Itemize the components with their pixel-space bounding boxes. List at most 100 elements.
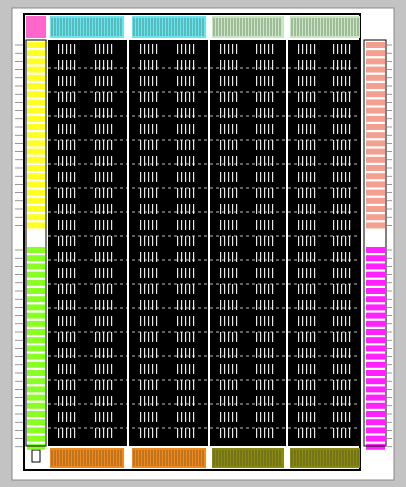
logic-cell — [220, 140, 222, 150]
logic-cell — [140, 396, 142, 406]
logic-cell — [95, 396, 97, 406]
logic-cell — [111, 236, 113, 246]
corner-block — [31, 449, 41, 463]
logic-cell — [177, 188, 179, 198]
logic-cell — [152, 252, 154, 262]
logic-cell — [349, 188, 351, 198]
logic-cell — [236, 428, 238, 438]
logic-cell — [220, 396, 222, 406]
logic-cell — [66, 156, 68, 166]
logic-cell — [306, 124, 308, 134]
logic-cell — [140, 124, 142, 134]
logic-cell — [232, 124, 234, 134]
logic-cell — [224, 76, 226, 86]
logic-cell — [228, 428, 230, 438]
logic-cell — [268, 172, 270, 182]
logic-cell — [66, 252, 68, 262]
logic-cell — [185, 316, 187, 326]
logic-cell — [302, 204, 304, 214]
logic-cell — [341, 284, 343, 294]
logic-cell — [228, 380, 230, 390]
logic-cell — [264, 92, 266, 102]
logic-cell — [314, 188, 316, 198]
io-pad-left — [27, 279, 45, 286]
logic-cell — [232, 316, 234, 326]
logic-cell — [272, 300, 274, 310]
io-pad-left — [27, 361, 45, 368]
logic-cell — [268, 92, 270, 102]
logic-cell — [220, 284, 222, 294]
logic-cell — [256, 364, 258, 374]
logic-cell — [337, 428, 339, 438]
logic-cell — [256, 140, 258, 150]
logic-cell — [111, 124, 113, 134]
logic-cell — [140, 76, 142, 86]
logic-cell — [152, 332, 154, 342]
logic-cell — [177, 268, 179, 278]
logic-cell — [298, 76, 300, 86]
logic-cell — [95, 428, 97, 438]
logic-cell — [260, 380, 262, 390]
io-pad-left — [27, 74, 45, 81]
logic-cell — [111, 412, 113, 422]
logic-cell — [268, 236, 270, 246]
logic-cell — [193, 92, 195, 102]
logic-cell — [74, 236, 76, 246]
logic-cell — [189, 396, 191, 406]
logic-cell — [144, 316, 146, 326]
logic-cell — [264, 124, 266, 134]
logic-cell — [111, 188, 113, 198]
logic-cell — [193, 156, 195, 166]
logic-cell — [99, 252, 101, 262]
logic-cell — [103, 220, 105, 230]
logic-cell — [156, 396, 158, 406]
logic-cell — [306, 348, 308, 358]
logic-cell — [220, 92, 222, 102]
io-pad-right — [366, 394, 385, 401]
logic-cell — [111, 220, 113, 230]
logic-cell — [181, 364, 183, 374]
logic-cell — [107, 60, 109, 70]
logic-cell — [58, 188, 60, 198]
logic-cell — [111, 380, 113, 390]
logic-cell — [220, 268, 222, 278]
logic-cell — [185, 236, 187, 246]
logic-cell — [107, 108, 109, 118]
logic-cell — [152, 44, 154, 54]
logic-cell — [306, 76, 308, 86]
logic-cell — [310, 60, 312, 70]
logic-cell — [256, 76, 258, 86]
logic-cell — [103, 332, 105, 342]
logic-cell — [314, 412, 316, 422]
logic-cell — [177, 364, 179, 374]
logic-cell — [74, 140, 76, 150]
io-pad-left — [27, 173, 45, 180]
logic-cell — [74, 220, 76, 230]
logic-cell — [70, 412, 72, 422]
logic-cell — [224, 332, 226, 342]
logic-cell — [272, 204, 274, 214]
logic-cell — [156, 156, 158, 166]
logic-cell — [236, 140, 238, 150]
logic-cell — [302, 428, 304, 438]
logic-cell — [185, 188, 187, 198]
logic-cell — [256, 348, 258, 358]
io-bank-top — [132, 16, 206, 38]
logic-cell — [236, 60, 238, 70]
logic-cell — [148, 252, 150, 262]
logic-cell — [256, 284, 258, 294]
logic-cell — [345, 348, 347, 358]
logic-cell — [298, 204, 300, 214]
io-pad-right — [366, 148, 385, 155]
logic-cell — [298, 156, 300, 166]
logic-cell — [148, 76, 150, 86]
logic-cell — [310, 268, 312, 278]
logic-cell — [107, 268, 109, 278]
logic-cell — [140, 428, 142, 438]
logic-cell — [298, 92, 300, 102]
logic-cell — [228, 108, 230, 118]
io-pad-left — [27, 411, 45, 417]
logic-cell — [107, 284, 109, 294]
io-pad-right — [366, 74, 385, 81]
logic-cell — [310, 44, 312, 54]
